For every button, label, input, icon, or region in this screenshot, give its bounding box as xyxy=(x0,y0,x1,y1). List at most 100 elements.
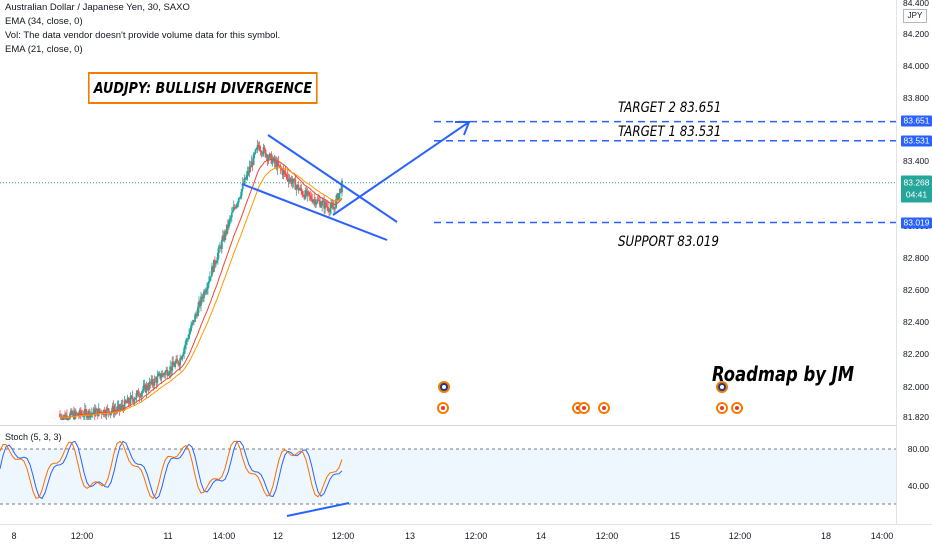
price-tick: 81.820 xyxy=(903,412,929,422)
candle-body xyxy=(123,400,126,411)
candle-body xyxy=(129,396,132,404)
time-tick: 12 xyxy=(272,531,284,541)
candle-body xyxy=(232,206,235,211)
candle-body xyxy=(176,359,179,361)
candle-body xyxy=(316,199,319,203)
candle-body xyxy=(196,314,198,317)
candle-body xyxy=(98,408,101,412)
candle-body xyxy=(72,412,74,415)
candle-body xyxy=(149,382,152,384)
candle-body xyxy=(220,240,223,249)
economic-event-icon[interactable] xyxy=(731,402,743,414)
candle-body xyxy=(156,376,159,383)
stoch-level-tick: 80.00 xyxy=(907,444,929,454)
candle-body xyxy=(339,188,341,194)
author-signature[interactable]: Roadmap by JM xyxy=(712,362,855,386)
candle-body xyxy=(279,165,282,169)
candle-body xyxy=(258,146,261,151)
candle-body xyxy=(67,419,69,421)
candle-body xyxy=(225,224,228,234)
time-axis[interactable]: 8 12:00 11 14:00 12 12:00 13 12:00 14 12… xyxy=(0,524,932,551)
support-label[interactable]: SUPPORT 83.019 xyxy=(618,234,719,250)
candle-body xyxy=(114,409,117,411)
candle-body xyxy=(233,206,236,208)
candle-body xyxy=(330,204,332,209)
ema-34-legend[interactable]: EMA (34, close, 0) xyxy=(5,16,83,27)
candle-body xyxy=(254,149,257,154)
candle-body xyxy=(173,365,176,367)
economic-event-icon[interactable] xyxy=(598,402,610,414)
candle-body xyxy=(87,410,90,416)
candle-body xyxy=(300,187,303,192)
candle-body xyxy=(277,161,280,166)
candle-body xyxy=(291,182,294,184)
candle-body xyxy=(146,385,149,389)
candle-body xyxy=(239,195,242,198)
candle-body xyxy=(309,195,312,197)
price-tick: 82.400 xyxy=(903,317,929,327)
time-tick: 12:00 xyxy=(595,531,619,541)
candle-body xyxy=(126,398,129,404)
candle-body xyxy=(229,217,232,219)
time-tick: 12:00 xyxy=(331,531,355,541)
candle-body xyxy=(214,259,216,265)
candle-body xyxy=(208,280,210,284)
time-tick: 12:00 xyxy=(464,531,488,541)
candle-body xyxy=(115,409,118,411)
flag-icon[interactable] xyxy=(716,381,728,393)
target-2-label[interactable]: TARGET 2 83.651 xyxy=(618,100,722,116)
candle-body xyxy=(152,384,155,386)
candle-body xyxy=(311,199,314,203)
target-1-label[interactable]: TARGET 1 83.531 xyxy=(618,124,722,140)
candle-body xyxy=(197,306,199,317)
candle-body xyxy=(193,320,195,322)
candle-body xyxy=(324,202,327,209)
candle-body xyxy=(241,183,244,190)
candle-body xyxy=(319,200,322,208)
candle-body xyxy=(135,393,138,398)
candle-body xyxy=(247,171,250,173)
candle-body xyxy=(204,291,206,294)
candle-body xyxy=(293,178,296,180)
economic-event-icon[interactable] xyxy=(437,402,449,414)
economic-event-icon[interactable] xyxy=(716,402,728,414)
pane-separator[interactable] xyxy=(0,425,896,426)
candle-body xyxy=(302,195,305,197)
analysis-title-box[interactable]: AUDJPY: BULLISH DIVERGENCE xyxy=(88,72,318,104)
candle-body xyxy=(278,165,281,167)
candle-body xyxy=(132,399,135,402)
candle-body xyxy=(259,150,262,152)
candle-body xyxy=(161,373,164,377)
flag-icon[interactable] xyxy=(438,381,450,393)
symbol-title[interactable]: Australian Dollar / Japanese Yen, 30, SA… xyxy=(5,2,190,13)
candle-body xyxy=(82,415,85,417)
economic-event-icon[interactable] xyxy=(578,402,590,414)
candle-body xyxy=(201,296,203,299)
stoch-legend[interactable]: Stoch (5, 3, 3) xyxy=(5,432,62,442)
candle-body xyxy=(221,235,224,241)
candle-body xyxy=(205,290,207,294)
candle-body xyxy=(84,409,87,412)
candle-body xyxy=(296,184,299,187)
volume-legend[interactable]: Vol: The data vendor doesn't provide vol… xyxy=(5,30,281,41)
currency-unit-badge[interactable]: JPY xyxy=(903,9,927,23)
price-axis[interactable]: 84.400 84.200 84.000 83.800 83.400 83.00… xyxy=(896,0,932,524)
candle-body xyxy=(179,358,182,366)
candle-body xyxy=(194,314,196,322)
candle-body xyxy=(127,398,130,403)
candle-body xyxy=(165,369,168,372)
ema-21-legend[interactable]: EMA (21, close, 0) xyxy=(5,44,83,55)
candle-body xyxy=(92,408,95,413)
price-tick: 84.200 xyxy=(903,29,929,39)
candle-body xyxy=(256,144,259,148)
candle-body xyxy=(168,372,171,375)
price-tick: 82.800 xyxy=(903,253,929,263)
candle-body xyxy=(110,410,113,412)
candle-body xyxy=(224,231,227,234)
price-tick: 82.600 xyxy=(903,285,929,295)
candle-body xyxy=(122,407,125,411)
candle-body xyxy=(151,378,154,385)
bar-countdown: 04:41 xyxy=(905,189,928,200)
